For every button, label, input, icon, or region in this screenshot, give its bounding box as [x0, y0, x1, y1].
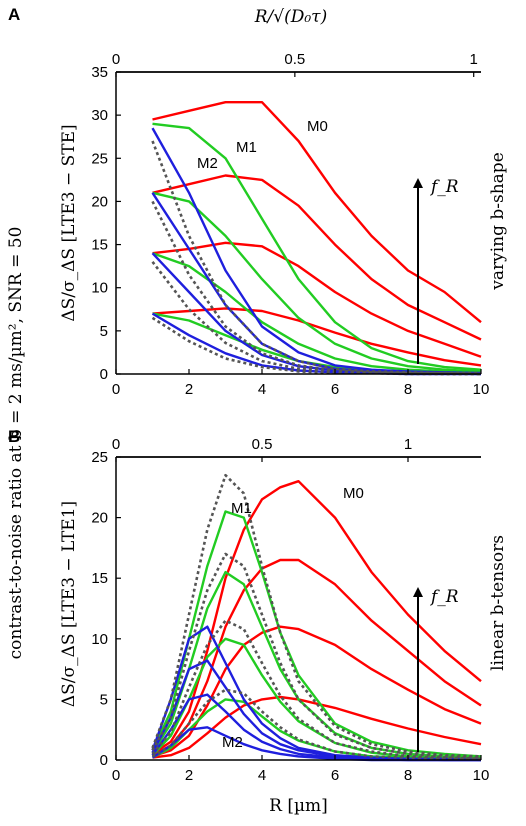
annotation-m0: M0	[343, 485, 364, 502]
x-tick-label: 10	[473, 767, 490, 784]
y-axis-label: ΔS/σ_ΔS [LTE3 − LTE1]	[59, 501, 79, 707]
top-tick-label: 0	[112, 436, 120, 453]
series-line-ref-1	[151, 140, 481, 375]
top-tick-label: 0	[112, 51, 120, 68]
x-tick-label: 2	[185, 767, 193, 784]
y-tick-label: 25	[91, 449, 108, 466]
x-axis-label: R [µm]	[269, 796, 328, 816]
y-tick-label: 35	[91, 64, 108, 81]
outer-y-label: contrast-to-noise ratio at b = 2 ms/µm²,…	[6, 227, 26, 660]
series-line-m1-3	[152, 252, 482, 374]
y-tick-label: 0	[100, 752, 108, 769]
series-line-ref-2	[151, 200, 482, 376]
right-side-label: varying b-shape	[488, 152, 508, 291]
series-line-ref-4	[151, 688, 481, 761]
y-tick-label: 20	[91, 193, 108, 210]
series-line-m1-2	[152, 191, 482, 373]
right-side-label: linear b-tensors	[488, 535, 508, 671]
y-tick-label: 5	[100, 691, 108, 708]
series-line-m0-1	[151, 480, 482, 755]
series-line-m1-2	[151, 570, 482, 759]
x-tick-label: 4	[258, 767, 266, 784]
y-tick-label: 30	[91, 107, 108, 124]
series-line-m0-1	[152, 100, 482, 324]
series-line-m0-4	[152, 695, 482, 759]
arrow-head	[413, 178, 423, 188]
series-line-ref-3	[151, 619, 482, 761]
arrow-label: f_R	[429, 177, 459, 197]
annotation-m2: M2	[197, 155, 218, 172]
panel-letter: A	[8, 5, 20, 24]
x-tick-label: 6	[331, 767, 339, 784]
y-tick-label: 25	[91, 150, 108, 167]
top-tick-label: 0.5	[252, 436, 273, 453]
series-line-m0-2	[151, 558, 482, 757]
top-tick-label: 1	[404, 436, 412, 453]
y-tick-label: 15	[91, 237, 108, 254]
series-line-m0-3	[152, 625, 482, 758]
top-axis-label: R/√(D₀τ)	[254, 7, 327, 27]
series-line-ref-4	[151, 316, 481, 376]
x-tick-label: 8	[404, 767, 412, 784]
y-tick-label: 10	[91, 280, 108, 297]
series-line-m1-1	[151, 510, 482, 758]
x-tick-label: 6	[331, 381, 339, 398]
series-line-m0-3	[152, 241, 482, 358]
x-tick-label: 0	[112, 381, 120, 398]
annotation-m2: M2	[222, 734, 243, 751]
series-line-m1-1	[152, 122, 482, 371]
top-tick-label: 0.5	[284, 51, 305, 68]
arrow-label: f_R	[429, 587, 459, 607]
top-tick-label: 1	[470, 51, 478, 68]
x-tick-label: 10	[473, 381, 490, 398]
arrow-head	[413, 587, 423, 597]
y-tick-label: 0	[100, 366, 108, 383]
x-tick-label: 4	[258, 381, 266, 398]
y-tick-label: 5	[100, 323, 108, 340]
annotation-m1: M1	[236, 139, 257, 156]
x-tick-label: 2	[185, 381, 193, 398]
x-tick-label: 8	[404, 381, 412, 398]
panel-letter: B	[8, 427, 20, 446]
y-axis-label: ΔS/σ_ΔS [LTE3 − STE]	[59, 124, 79, 321]
y-tick-label: 20	[91, 510, 108, 527]
series-line-m2-3	[151, 252, 482, 376]
y-tick-label: 15	[91, 570, 108, 587]
annotation-m0: M0	[307, 118, 328, 135]
x-tick-label: 0	[112, 767, 120, 784]
y-tick-label: 10	[91, 631, 108, 648]
series-line-m0-2	[152, 174, 482, 341]
annotation-m1: M1	[231, 500, 252, 517]
series-line-ref-3	[151, 261, 481, 376]
